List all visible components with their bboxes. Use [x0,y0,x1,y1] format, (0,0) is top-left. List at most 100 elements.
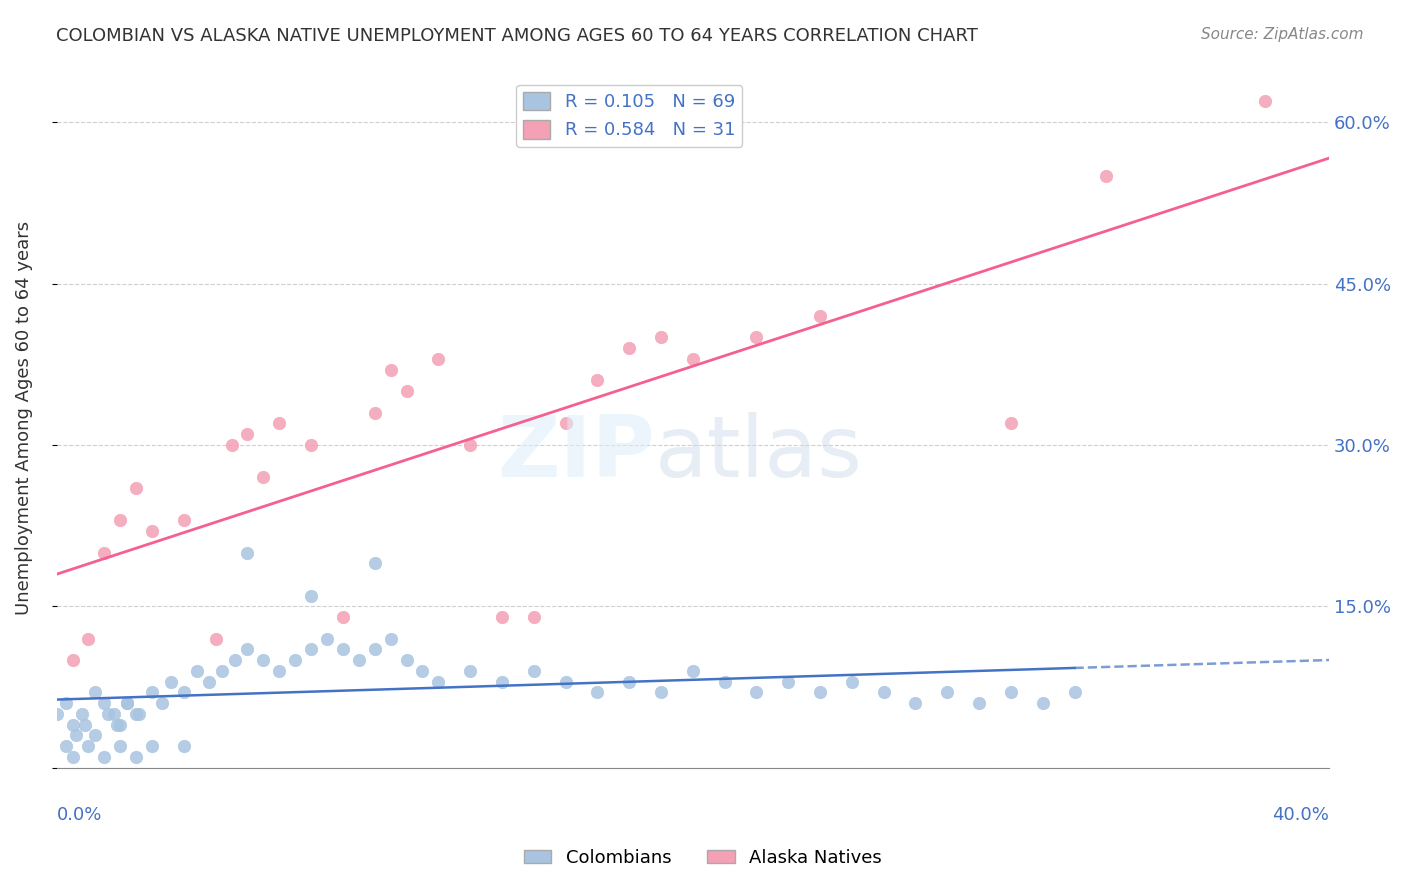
Point [395,384,418,399]
Point [427,674,450,689]
Point [83,728,105,742]
Point [77,632,100,646]
Point [586,685,609,699]
Point [125,706,148,721]
Point [316,632,339,646]
Point [45,706,67,721]
Point [93,696,115,710]
Point [150,696,173,710]
Point [55,739,77,754]
Point [1000,417,1022,431]
Point [110,739,132,754]
Point [77,739,100,754]
Point [125,481,148,495]
Text: COLOMBIAN VS ALASKA NATIVE UNEMPLOYMENT AMONG AGES 60 TO 64 YEARS CORRELATION CH: COLOMBIAN VS ALASKA NATIVE UNEMPLOYMENT … [56,27,979,45]
Point [83,685,105,699]
Point [364,642,387,657]
Point [186,664,208,678]
Point [62,717,84,731]
Point [93,545,115,559]
Point [936,685,959,699]
Point [299,438,322,452]
Point [1095,169,1118,183]
Point [841,674,863,689]
Point [523,610,546,624]
Point [198,674,221,689]
Point [173,513,195,527]
Point [778,674,800,689]
Point [650,685,672,699]
Point [1032,696,1054,710]
Point [808,309,831,323]
Point [128,706,150,721]
Point [55,696,77,710]
Point [808,685,831,699]
Point [93,750,115,764]
Point [269,417,291,431]
Point [62,653,84,667]
Point [96,706,118,721]
Point [619,674,641,689]
Point [284,653,307,667]
Point [269,664,291,678]
Point [221,438,243,452]
Point [682,351,704,366]
Point [332,610,354,624]
Point [458,664,481,678]
Point [745,685,768,699]
Point [173,685,195,699]
Point [252,470,274,484]
Point [586,374,609,388]
Point [103,706,125,721]
Point [299,589,322,603]
Point [873,685,896,699]
Point [236,545,259,559]
Point [252,653,274,667]
Y-axis label: Unemployment Among Ages 60 to 64 years: Unemployment Among Ages 60 to 64 years [15,221,32,615]
Point [160,674,183,689]
Point [1254,94,1277,108]
Point [650,330,672,344]
Point [236,642,259,657]
Point [115,696,138,710]
Point [236,427,259,442]
Point [105,717,128,731]
Text: Source: ZipAtlas.com: Source: ZipAtlas.com [1201,27,1364,42]
Point [523,664,546,678]
Point [347,653,370,667]
Point [65,728,87,742]
Point [141,739,163,754]
Legend: Colombians, Alaska Natives: Colombians, Alaska Natives [517,842,889,874]
Point [491,674,513,689]
Point [364,406,387,420]
Point [211,664,233,678]
Text: 0.0%: 0.0% [56,806,103,824]
Point [141,685,163,699]
Point [745,330,768,344]
Point [125,750,148,764]
Text: ZIP: ZIP [496,411,655,494]
Text: 40.0%: 40.0% [1272,806,1329,824]
Point [115,696,138,710]
Point [427,351,450,366]
Point [395,653,418,667]
Point [1000,685,1022,699]
Point [70,706,93,721]
Point [75,717,97,731]
Point [554,674,576,689]
Point [62,750,84,764]
Point [332,642,354,657]
Point [141,524,163,538]
Point [173,739,195,754]
Point [204,632,226,646]
Point [224,653,246,667]
Point [364,557,387,571]
Point [554,417,576,431]
Point [682,664,704,678]
Point [1063,685,1085,699]
Point [380,362,402,376]
Point [411,664,433,678]
Text: atlas: atlas [655,411,863,494]
Point [967,696,990,710]
Point [380,632,402,646]
